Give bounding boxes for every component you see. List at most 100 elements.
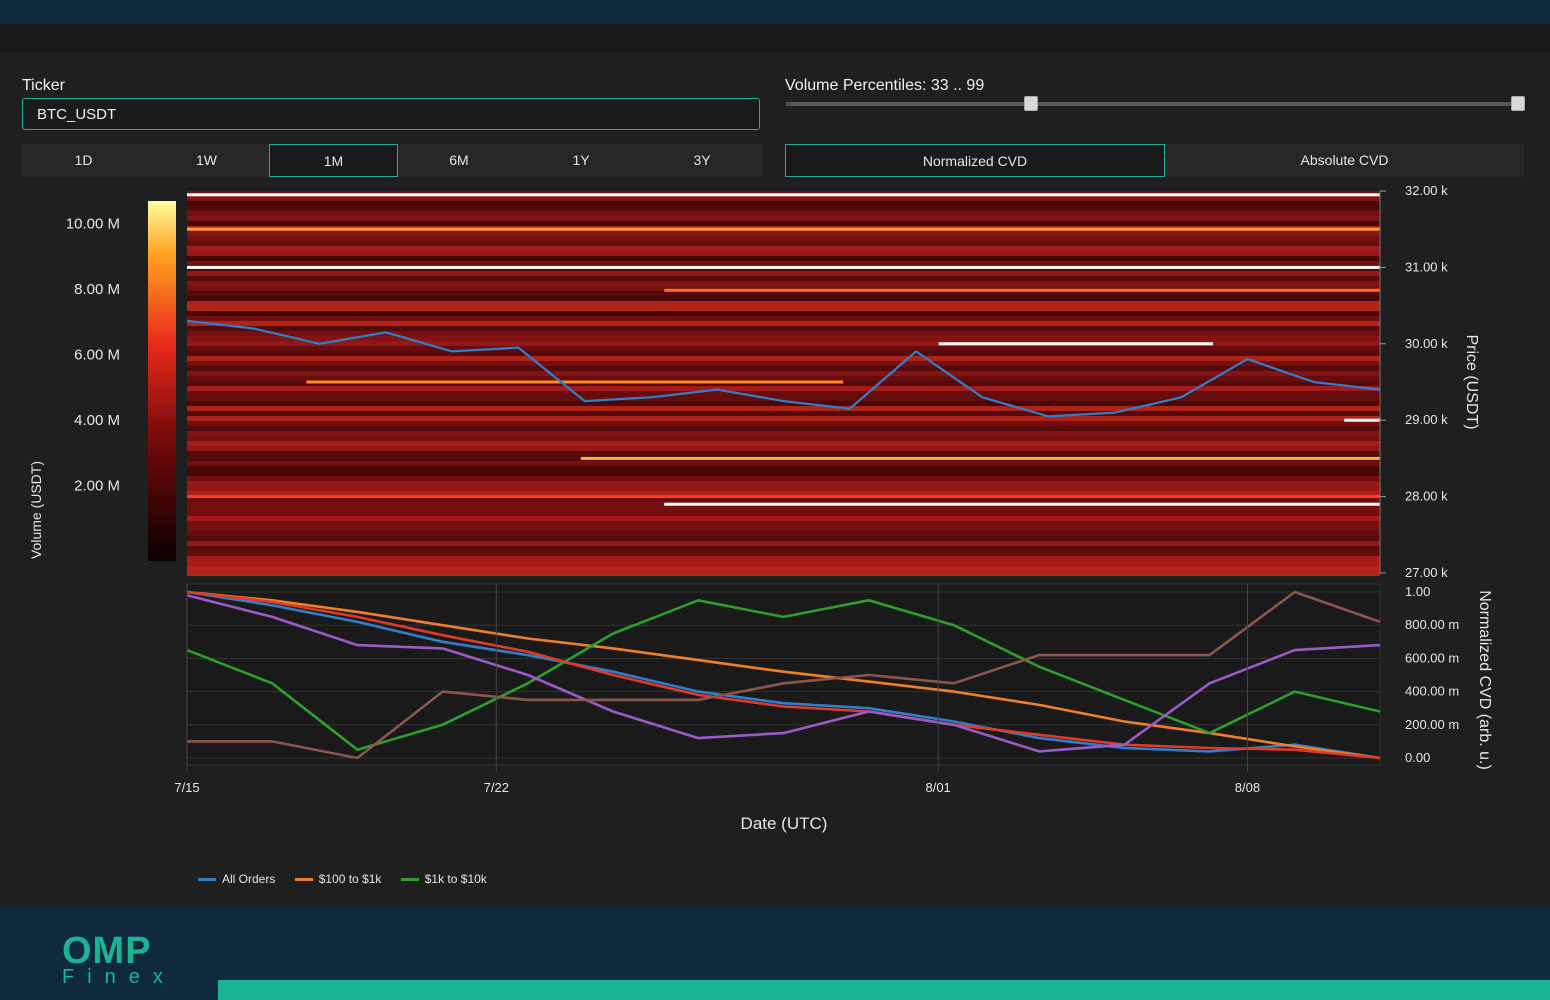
heatmap-band: [187, 216, 1380, 221]
normalized-cvd-button[interactable]: Normalized CVD: [785, 144, 1165, 177]
heatmap-bands: [187, 191, 1380, 576]
heatmap-band: [187, 371, 1380, 376]
heatmap-band: [187, 421, 1380, 426]
heatmap-band: [187, 556, 1380, 561]
range-button-6m[interactable]: 6M: [449, 152, 469, 168]
legend-item-1k-to-10k[interactable]: $1k to $10k: [400, 872, 487, 886]
heatmap-band: [187, 271, 1380, 276]
heatmap-band: [187, 441, 1380, 446]
sub-bar: [0, 24, 1550, 52]
cvd-series-line: [186, 590, 1381, 760]
brand-logo-mark: OMP: [62, 930, 152, 972]
heatmap-band: [187, 356, 1380, 361]
heatmap-band: [187, 411, 1380, 416]
percentile-slider-track[interactable]: [786, 102, 1524, 106]
cvd-mode-selector: Normalized CVD Absolute CVD: [785, 144, 1524, 177]
heatmap-band: [187, 436, 1380, 441]
heatmap-level: [938, 342, 1213, 346]
heatmap-band: [187, 406, 1380, 411]
cvd-y-axis-ticks: 0.00 200.00 m 400.00 m 600.00 m 800.00 m 1.00: [1405, 584, 1459, 765]
date-tick-label: 7/15: [174, 780, 199, 795]
heatmap-band: [187, 246, 1380, 251]
heatmap-band: [187, 531, 1380, 536]
heatmap-band: [187, 426, 1380, 431]
price-axis-label: Price (USDT): [1463, 334, 1480, 429]
price-tick-label: 31.00 k: [1405, 259, 1448, 274]
heatmap-band: [187, 396, 1380, 401]
heatmap-band: [187, 521, 1380, 526]
heatmap-band: [187, 486, 1380, 491]
price-axis-ticks: 27.00 k 28.00 k 29.00 k 30.00 k 31.00 k 32.00…: [1380, 183, 1448, 580]
volume-colorbar: [148, 201, 176, 561]
heatmap-band: [187, 386, 1380, 391]
legend-label: All Orders: [222, 872, 276, 886]
heatmap-band: [187, 376, 1380, 381]
cvd-lines: [186, 590, 1381, 760]
heatmap-band: [187, 301, 1380, 306]
heatmap-level: [187, 567, 1380, 571]
heatmap-band: [187, 401, 1380, 406]
percentile-label: Volume Percentiles: 33 .. 99: [785, 77, 985, 94]
heatmap-band: [187, 256, 1380, 261]
colorbar-ticks: 2.00 M 4.00 M 6.00 M 8.00 M 10.00 M: [66, 216, 120, 495]
date-tick-label: 8/08: [1235, 780, 1260, 795]
cvd-tick-label: 1.00: [1405, 584, 1430, 599]
percentile-slider-high-handle[interactable]: [1511, 96, 1525, 111]
heatmap-band: [187, 196, 1380, 201]
legend-swatch: [198, 878, 216, 882]
heatmap-band: [187, 291, 1380, 296]
cvd-tick-label: 400.00 m: [1405, 684, 1459, 699]
range-button-1d[interactable]: 1D: [74, 152, 93, 168]
top-bar: [0, 0, 1550, 24]
heatmap-band: [187, 236, 1380, 241]
price-tick-label: 28.00 k: [1405, 489, 1448, 504]
heatmap-band: [187, 461, 1380, 466]
heatmap-band: [187, 571, 1380, 576]
heatmap-band: [187, 316, 1380, 321]
ticker-input[interactable]: [22, 98, 760, 130]
ticker-label: Ticker: [22, 77, 65, 94]
heatmap-band: [187, 511, 1380, 516]
heatmap-band: [187, 286, 1380, 291]
heatmap-high-volume-bands: [187, 193, 1380, 571]
heatmap-band: [187, 431, 1380, 436]
heatmap-band: [187, 211, 1380, 216]
legend-item-all-orders[interactable]: All Orders: [198, 872, 275, 886]
heatmap-band: [187, 446, 1380, 451]
heatmap-band: [187, 341, 1380, 346]
range-button-1y[interactable]: 1Y: [572, 152, 590, 168]
heatmap-band: [187, 241, 1380, 246]
heatmap-band: [187, 336, 1380, 341]
footer-accent-strip: [218, 980, 1550, 1000]
heatmap-band: [187, 416, 1380, 421]
price-tick-label: 32.00 k: [1405, 183, 1448, 198]
heatmap-band: [187, 261, 1380, 266]
legend-label: $1k to $10k: [424, 872, 487, 886]
colorbar-tick-label: 4.00 M: [74, 412, 120, 429]
range-button-3y[interactable]: 3Y: [693, 152, 711, 168]
heatmap-band: [187, 346, 1380, 351]
colorbar-tick-label: 6.00 M: [74, 347, 120, 364]
heatmap-band: [187, 321, 1380, 326]
colorbar-label: Volume (USDT): [28, 461, 44, 559]
legend-swatch: [294, 878, 313, 882]
absolute-cvd-button[interactable]: Absolute CVD: [1300, 152, 1389, 168]
percentile-slider-low-handle[interactable]: [1024, 96, 1038, 111]
heatmap-band: [187, 296, 1380, 301]
heatmap-band: [187, 481, 1380, 486]
heatmap-band: [187, 366, 1380, 371]
heatmap-band: [187, 391, 1380, 396]
cvd-series-line: [187, 590, 1381, 760]
legend-item-100-to-1k[interactable]: $100 to $1k: [294, 872, 381, 886]
heatmap-band: [187, 536, 1380, 541]
heatmap-level: [187, 495, 1380, 499]
heatmap-band: [187, 471, 1380, 476]
range-button-1w[interactable]: 1W: [196, 152, 217, 168]
cvd-axis-label: Normalized CVD (arb. u.): [1476, 590, 1493, 770]
cvd-tick-label: 800.00 m: [1405, 617, 1459, 632]
cvd-series-line: [186, 590, 1381, 760]
heatmap-band: [187, 541, 1380, 546]
heatmap-band: [187, 491, 1380, 496]
range-button-1m[interactable]: 1M: [269, 144, 398, 177]
heatmap-level: [187, 193, 1380, 197]
